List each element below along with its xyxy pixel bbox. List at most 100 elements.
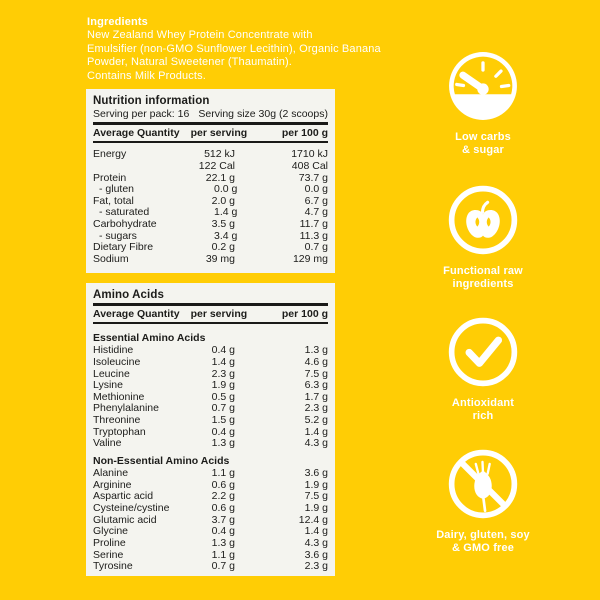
table-row: Sodium 39 mg 129 mg — [93, 253, 328, 266]
caption-line: Low carbs — [455, 131, 511, 143]
row-per-serving: 122 Cal — [198, 159, 235, 172]
divider — [93, 321, 328, 325]
feature-free-from: Dairy, gluten, soy & GMO free — [406, 448, 560, 554]
nutrition-table-body: Energy 512 kJ 1710 kJ 122 Cal 408 Cal Protein… — [93, 149, 328, 266]
row-per-100g: 1710 kJ — [291, 148, 328, 161]
row-per-100g: 1.9 g — [304, 478, 328, 491]
row-per-100g: 73.7 g — [298, 171, 328, 184]
row-label: Leucine — [93, 367, 130, 380]
feature-caption: Antioxidant rich — [452, 397, 514, 422]
ingredients-block: Ingredients New Zealand Whey Protein Con… — [87, 16, 407, 83]
row-per-100g: 3.6 g — [304, 467, 328, 480]
non-essential-amino-table-body: Alanine 1.1 g 3.6 g Arginine 0.6 g 1.9 g Aspar… — [93, 467, 328, 573]
table-row: Glycine 0.4 g 1.4 g — [93, 526, 328, 538]
row-per-serving: 1.4 g — [211, 355, 235, 368]
row-per-serving: 39 mg — [205, 253, 235, 266]
row-label: Energy — [93, 148, 127, 161]
table-row: Histidine 0.4 g 1.3 g — [93, 345, 328, 357]
row-label: Histidine — [93, 344, 134, 357]
table-row: Tryptophan 0.4 g 1.4 g — [93, 425, 328, 439]
essential-amino-acids-subheader: Essential Amino Acids — [93, 332, 206, 345]
row-per-100g: 4.3 g — [304, 537, 328, 550]
column-header-average-quantity: Average Quantity — [93, 126, 180, 139]
checkmark-icon — [448, 317, 518, 387]
feature-functional-raw: Functional raw ingredients — [406, 184, 560, 290]
table-row: Lysine 1.9 g 6.3 g — [93, 379, 328, 392]
row-label: Tyrosine — [93, 560, 133, 573]
row-per-serving: 0.6 g — [211, 502, 235, 515]
row-label — [93, 161, 173, 173]
row-label: Tryptophan — [93, 425, 146, 438]
row-label: Glycine — [93, 525, 129, 538]
row-per-100g: 6.7 g — [304, 194, 328, 207]
caption-line: Functional raw — [443, 265, 523, 277]
ingredients-title: Ingredients — [87, 16, 148, 28]
row-label: Phenylalanine — [93, 402, 159, 415]
row-per-serving: 2.3 g — [211, 367, 235, 380]
row-per-serving: 0.4 g — [211, 344, 235, 357]
caption-line: ingredients — [452, 277, 514, 290]
row-label: Threonine — [93, 414, 141, 427]
table-row: Cysteine/cystine 0.6 g 1.9 g — [93, 502, 328, 515]
table-row: 122 Cal 408 Cal — [93, 159, 328, 173]
row-per-serving: 512 kJ — [204, 148, 235, 161]
row-per-100g: 2.3 g — [304, 402, 328, 415]
apple-icon — [448, 185, 518, 255]
row-per-serving: 3.7 g — [211, 513, 235, 526]
table-row: Leucine 2.3 g 7.5 g — [93, 367, 328, 381]
row-per-serving: 1.4 g — [214, 206, 238, 219]
row-per-100g: 11.3 g — [299, 229, 328, 242]
table-row: Alanine 1.1 g 3.6 g — [93, 467, 328, 480]
row-per-100g: 4.6 g — [304, 355, 328, 368]
ingredients-line: New Zealand Whey Protein Concentrate wit… — [87, 29, 313, 42]
row-per-serving: 0.0 g — [214, 183, 238, 196]
row-per-100g: 11.7 g — [299, 218, 328, 231]
row-label: - gluten — [99, 183, 135, 196]
column-header-per-serving: per serving — [190, 126, 248, 139]
row-label: Dietary Fibre — [93, 241, 154, 254]
row-label: - saturated — [99, 206, 150, 219]
row-per-serving: 1.9 g — [211, 379, 235, 392]
row-per-100g: 1.7 g — [304, 390, 328, 403]
gauge-icon — [449, 52, 517, 120]
table-row: Arginine 0.6 g 1.9 g — [93, 478, 328, 492]
row-per-serving: 0.7 g — [211, 560, 235, 573]
wheat-crossed-icon — [448, 449, 518, 519]
table-row: Energy 512 kJ 1710 kJ — [93, 149, 328, 161]
nutrition-table-header: Average Quantity per serving per 100 g — [93, 125, 328, 141]
row-per-100g: 1.4 g — [304, 525, 328, 538]
amino-acids-panel: Amino Acids Average Quantity per serving… — [86, 283, 335, 576]
row-per-100g: 3.6 g — [304, 548, 328, 561]
row-label: Fat, total — [93, 194, 134, 207]
feature-low-carbs: Low carbs & sugar — [406, 50, 560, 156]
serving-size: Serving size 30g (2 scoops) — [198, 108, 328, 120]
row-per-serving: 0.4 g — [211, 425, 235, 438]
row-per-serving: 1.5 g — [211, 414, 235, 427]
row-label: Glutamic acid — [93, 513, 157, 526]
row-per-100g: 408 Cal — [291, 159, 328, 172]
row-per-serving: 1.1 g — [211, 467, 235, 480]
row-label: Alanine — [93, 467, 129, 480]
row-label: Serine — [93, 548, 124, 561]
row-per-100g: 1.9 g — [304, 502, 328, 515]
table-row: Fat, total 2.0 g 6.7 g — [93, 194, 328, 208]
row-per-100g: 4.3 g — [304, 437, 328, 450]
feature-caption: Functional raw ingredients — [443, 265, 523, 290]
row-per-serving: 2.2 g — [211, 490, 235, 503]
table-row: Serine 1.1 g 3.6 g — [93, 548, 328, 562]
amino-table-header: Average Quantity per serving per 100 g — [93, 306, 328, 322]
row-per-serving: 1.3 g — [211, 437, 235, 450]
table-row: Aspartic acid 2.2 g 7.5 g — [93, 491, 328, 503]
table-row: Tyrosine 0.7 g 2.3 g — [93, 561, 328, 573]
row-label: Carbohydrate — [93, 218, 157, 231]
row-per-100g: 12.4 g — [298, 513, 328, 526]
serving-per-pack: Serving per pack: 16 — [93, 108, 190, 120]
table-row: Proline 1.3 g 4.3 g — [93, 537, 328, 550]
non-essential-amino-acids-subheader: Non-Essential Amino Acids — [93, 455, 230, 468]
row-label: Arginine — [93, 478, 132, 491]
row-per-serving: 22.1 g — [205, 171, 235, 184]
caption-line: Dairy, gluten, soy — [436, 529, 530, 541]
column-header-per-100g: per 100 g — [281, 307, 328, 320]
divider — [93, 122, 328, 125]
divider — [93, 140, 328, 144]
